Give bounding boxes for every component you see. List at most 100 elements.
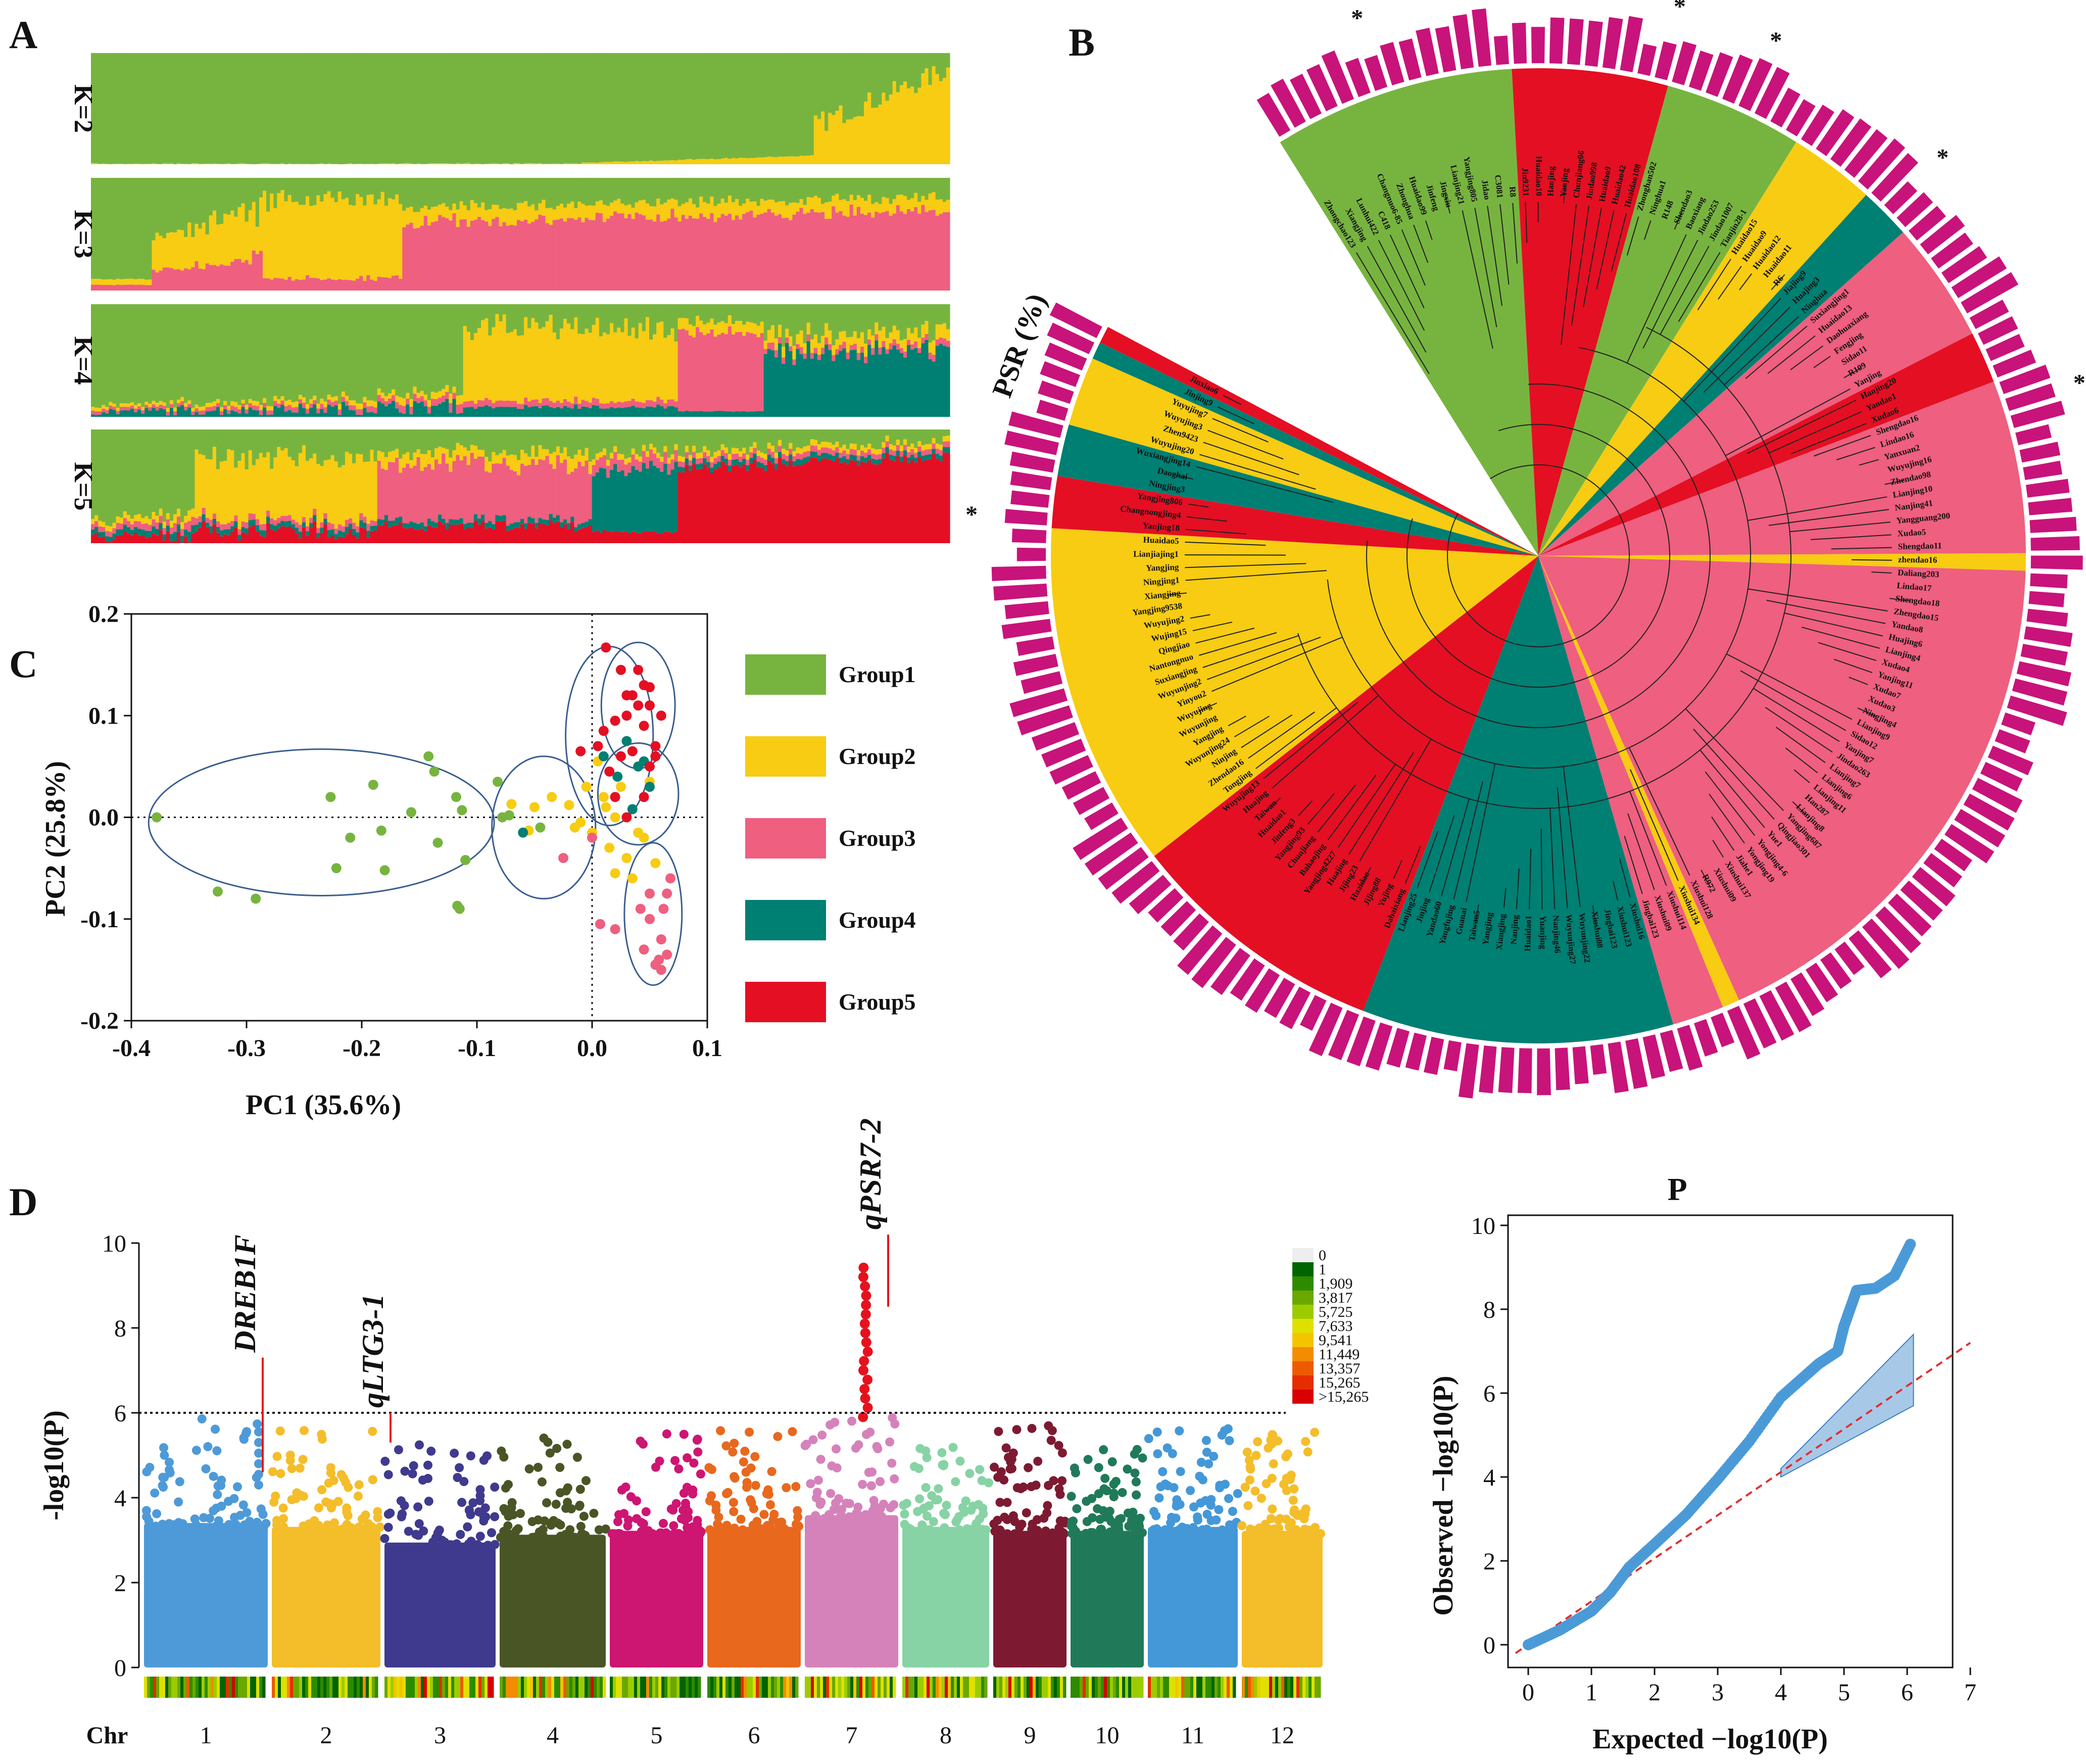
snp-point <box>688 1489 698 1499</box>
tree-branch <box>1739 273 1752 291</box>
structure-bar-group1 <box>535 178 539 211</box>
structure-bar-group1 <box>656 53 660 161</box>
tree-branch <box>1818 642 1876 661</box>
structure-bar-group3 <box>660 399 664 407</box>
structure-bar-group1 <box>753 430 757 443</box>
structure-bar-group2 <box>806 445 811 451</box>
structure-bar-group3 <box>810 445 814 452</box>
structure-bar-group2 <box>767 200 771 209</box>
structure-bar-group2 <box>184 403 188 407</box>
structure-bar-group4 <box>320 528 324 533</box>
structure-bar-group1 <box>871 178 875 204</box>
structure-bar-group1 <box>459 430 464 446</box>
structure-bar-group4 <box>670 406 675 417</box>
structure-bar-group2 <box>277 399 281 404</box>
structure-bar-group3 <box>162 406 167 410</box>
structure-bar-group1 <box>492 304 496 327</box>
structure-bar-group4 <box>749 458 754 464</box>
structure-bar-group4 <box>713 411 718 417</box>
snp-point <box>811 1511 820 1520</box>
pca-point-group3 <box>656 934 666 944</box>
snp-point <box>551 1499 561 1509</box>
structure-bar-group1 <box>882 178 886 197</box>
structure-bar-group1 <box>574 304 578 318</box>
structure-bar-group3 <box>241 262 246 291</box>
structure-bar-group2 <box>459 395 464 404</box>
structure-bar-group2 <box>466 210 471 227</box>
structure-bar-group2 <box>903 196 907 214</box>
structure-bar-group3 <box>220 524 224 531</box>
pca-point-group5 <box>645 761 655 772</box>
snp-point <box>329 1518 339 1528</box>
structure-bar-group3 <box>287 276 292 291</box>
structure-bar-group2 <box>187 222 191 269</box>
snp-point <box>468 1498 478 1508</box>
structure-bar-group2 <box>828 330 832 345</box>
tree-leaf-label: Nanjing <box>1509 914 1520 944</box>
structure-bar-group4 <box>387 403 392 417</box>
structure-bar-group4 <box>885 354 890 417</box>
structure-bar-group5 <box>291 529 296 543</box>
snp-point <box>827 1461 837 1471</box>
structure-bar-group4 <box>245 413 249 417</box>
snp-point <box>1282 1486 1291 1495</box>
snp-point <box>1067 1517 1077 1527</box>
tree-clade-wedge <box>1092 342 1538 556</box>
structure-bar-group1 <box>306 430 310 461</box>
structure-bar-group2 <box>373 401 378 408</box>
structure-bar-group2 <box>237 461 242 530</box>
structure-bar-group5 <box>202 520 206 543</box>
structure-bar-group3 <box>760 457 764 463</box>
structure-bar-group3 <box>856 455 861 461</box>
tree-clade-wedge <box>1154 556 1538 1011</box>
structure-bar-group2 <box>692 204 696 219</box>
structure-bar-group4 <box>373 526 378 531</box>
structure-bar-group4 <box>270 524 274 530</box>
structure-bar-group2 <box>349 205 353 280</box>
structure-bar-group4 <box>667 406 671 417</box>
structure-bar-group1 <box>767 430 771 443</box>
pca-point-group5 <box>616 751 626 761</box>
structure-bar-group2 <box>824 130 829 164</box>
structure-bar-group4 <box>674 407 678 417</box>
structure-bar-group5 <box>649 532 653 543</box>
structure-bar-group2 <box>427 400 431 407</box>
structure-bar-group1 <box>123 430 127 512</box>
significant-snp-point <box>859 1318 870 1329</box>
structure-bar-group2 <box>423 205 428 216</box>
tree-branch <box>1202 635 1299 668</box>
structure-bar-group2 <box>270 406 274 411</box>
snp-point <box>748 1520 758 1530</box>
psr-bar <box>1954 808 2006 848</box>
structure-bar-group3 <box>499 226 503 291</box>
structure-bar-group1 <box>359 53 363 164</box>
structure-bar-group1 <box>323 178 328 195</box>
structure-bar-group4 <box>903 357 907 417</box>
structure-bar-group3 <box>763 212 768 291</box>
structure-bar-group1 <box>337 430 342 468</box>
structure-bar-group3 <box>724 334 729 412</box>
psr-bar <box>1498 1047 1515 1093</box>
structure-bar-group1 <box>782 53 786 157</box>
structure-bar-group1 <box>112 304 117 404</box>
structure-bar-group2 <box>803 343 807 354</box>
structure-bar-group1 <box>602 430 607 449</box>
structure-bar-group3 <box>677 461 682 467</box>
structure-bar-group3 <box>420 470 424 522</box>
structure-bar-group5 <box>349 529 353 543</box>
structure-bar-group3 <box>527 401 531 408</box>
snp-point <box>513 1524 523 1534</box>
pca-point-group3 <box>662 949 672 960</box>
structure-bar-group1 <box>746 53 750 159</box>
structure-bar-group4 <box>144 408 149 417</box>
structure-bar-group4 <box>105 413 110 417</box>
structure-bar-group1 <box>810 304 814 340</box>
chr-dense-block <box>144 1523 268 1667</box>
structure-bar-group2 <box>434 206 439 221</box>
structure-bar-group3 <box>907 340 911 345</box>
structure-bar-group3 <box>713 458 718 464</box>
structure-bar-group2 <box>760 321 764 333</box>
structure-bar-group1 <box>184 178 188 237</box>
snp-point <box>295 1463 305 1473</box>
structure-bar-group1 <box>306 304 310 404</box>
